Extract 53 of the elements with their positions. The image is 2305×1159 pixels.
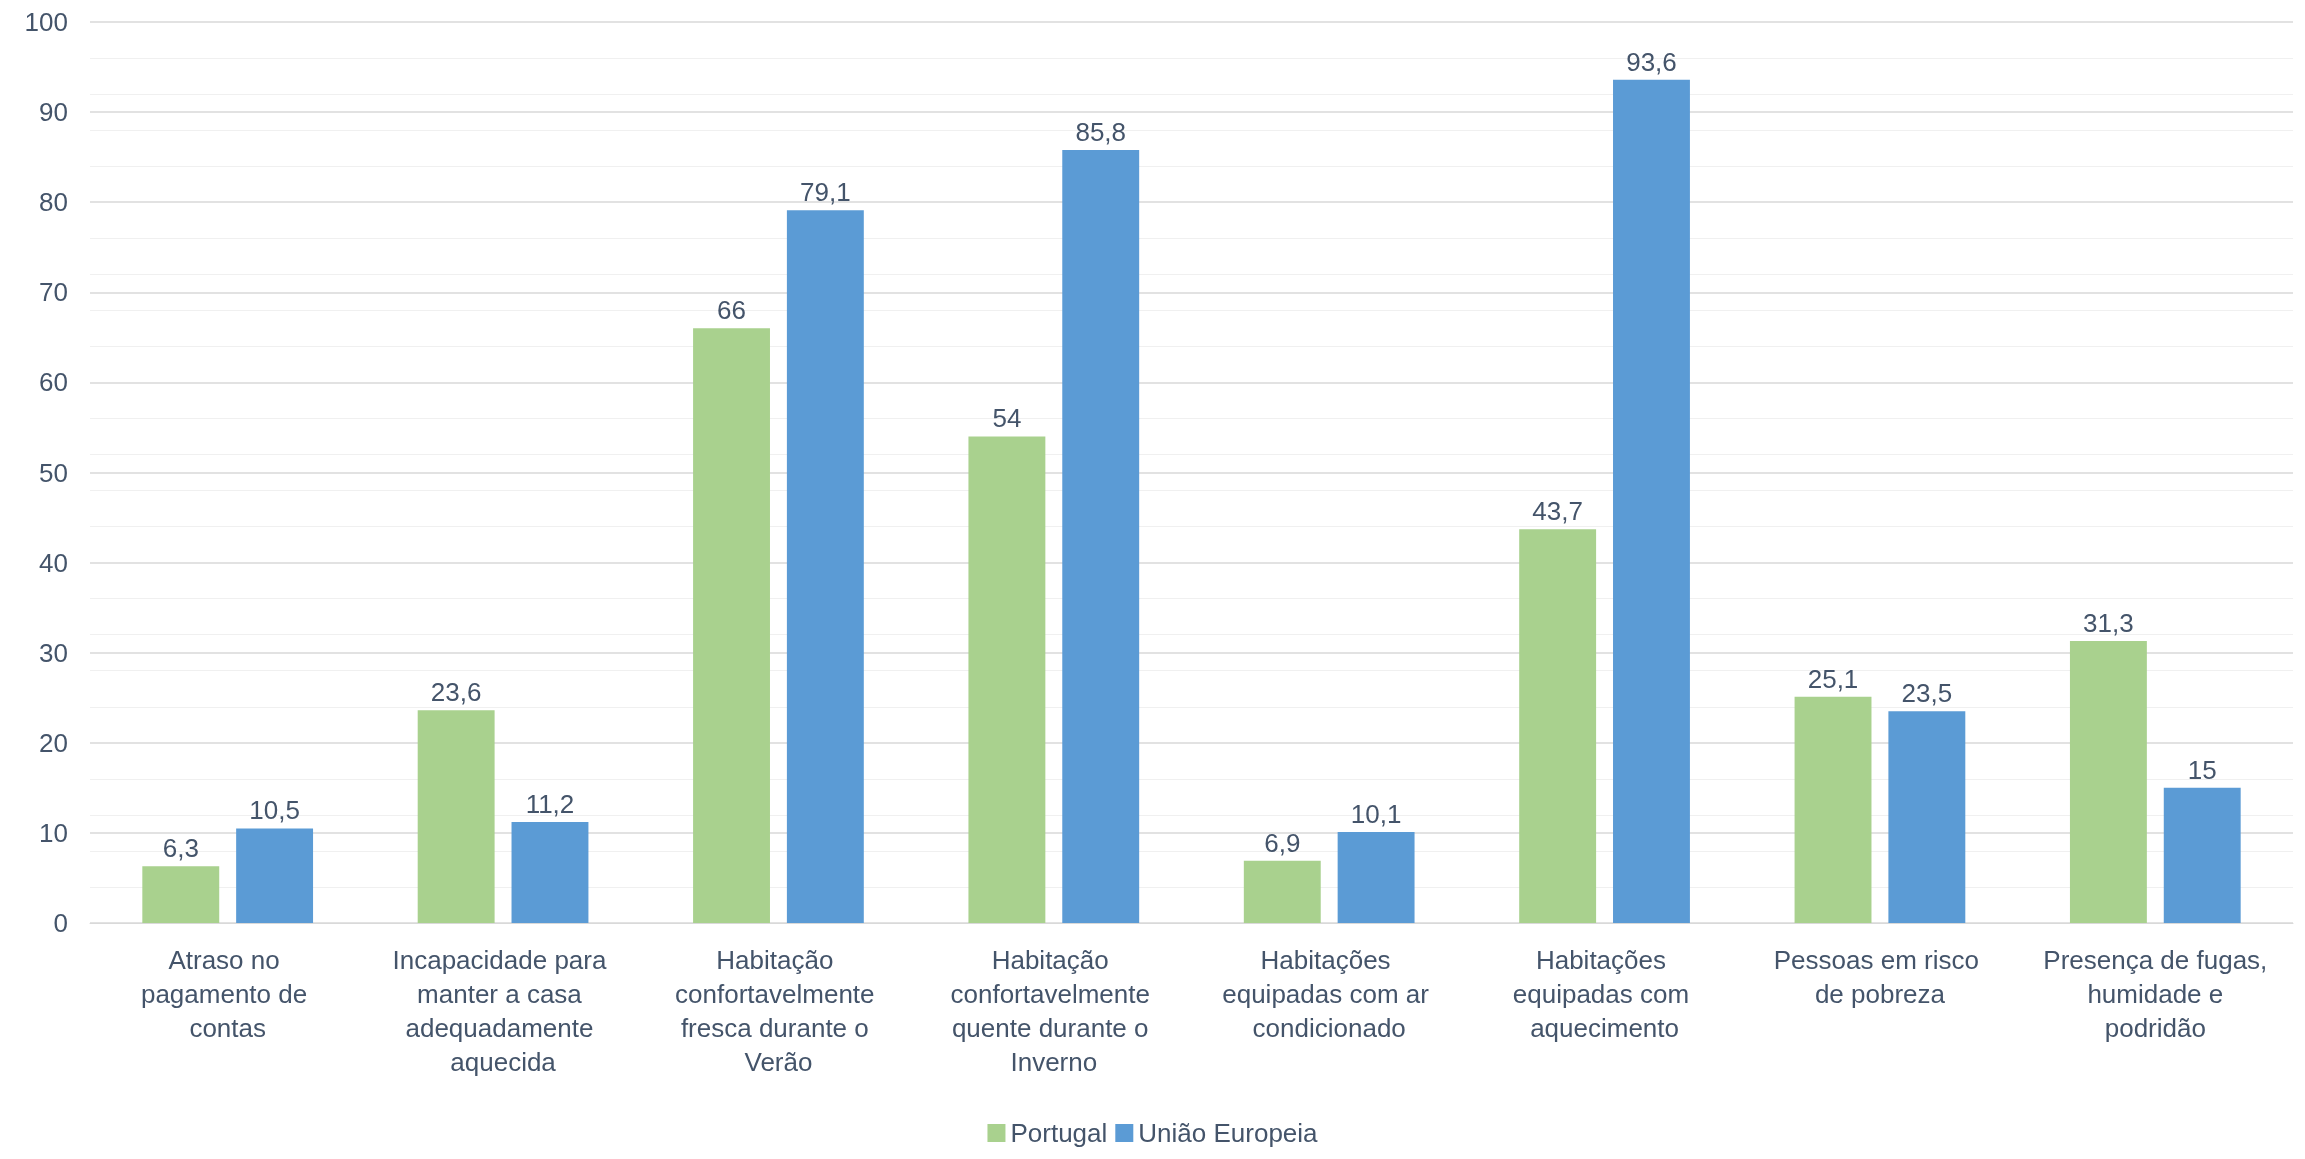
x-tick-label: Habitação confortavelmente fresca durante o Verão [675, 945, 882, 1077]
x-tick-label: Habitações equipadas com aquecimento [1512, 945, 1697, 1043]
bar [2069, 640, 2147, 923]
data-label: 93,6 [1626, 46, 1677, 77]
y-tick-label: 10 [39, 817, 68, 848]
x-tick-label: Incapacidade para manter a casa adequadamente aquecida [392, 945, 614, 1077]
bar [1062, 149, 1140, 923]
bar [511, 822, 589, 923]
data-label: 66 [717, 295, 746, 326]
bar [142, 866, 220, 923]
bar [1519, 529, 1597, 923]
bar [1613, 79, 1690, 923]
bar [1337, 832, 1415, 923]
bar [786, 210, 864, 923]
data-label: 15 [2187, 754, 2217, 785]
y-tick-label: 60 [39, 367, 68, 398]
x-tick-label: Habitações equipadas com ar condicionado [1222, 945, 1437, 1043]
legend-label: União Europeia [1138, 1118, 1319, 1148]
data-label: 23,6 [430, 677, 482, 708]
bar [1794, 696, 1872, 923]
data-label: 11,2 [525, 789, 575, 820]
data-label: 6,3 [162, 833, 199, 864]
data-label: 23,5 [1901, 678, 1953, 709]
x-tick-label: Pessoas em risco de pobreza [1773, 945, 1987, 1009]
data-label: 6,9 [1264, 827, 1301, 858]
y-tick-label: 40 [39, 547, 68, 578]
y-tick-label: 30 [39, 637, 68, 668]
y-tick-label: 50 [39, 457, 68, 488]
bar [968, 436, 1046, 923]
legend-label: Portugal [1010, 1118, 1108, 1148]
bar [236, 828, 314, 923]
y-tick-label: 20 [39, 727, 68, 758]
data-label: 79,1 [800, 177, 851, 208]
x-tick-label: Presença de fugas, humidade e podridão [2043, 945, 2268, 1043]
bar [417, 710, 495, 923]
data-label: 85,8 [1075, 116, 1127, 147]
data-label: 31,3 [2083, 607, 2134, 638]
data-label: 54 [992, 403, 1022, 434]
data-label: 10,1 [1350, 799, 1402, 829]
y-tick-label: 0 [53, 908, 68, 938]
y-tick-label: 90 [39, 97, 68, 128]
data-label: 10,5 [249, 795, 300, 826]
x-tick-label: Atraso no pagamento de contas [140, 945, 315, 1043]
x-tick-label: Habitação confortavelmente quente durante o Inverno [950, 945, 1158, 1077]
bar [693, 328, 770, 923]
y-tick-label: 100 [24, 7, 68, 37]
bar [1243, 860, 1321, 923]
data-label: 25,1 [1807, 663, 1859, 694]
bar [2163, 787, 2241, 923]
data-label: 43,7 [1532, 496, 1583, 527]
bar [1888, 711, 1966, 923]
y-tick-label: 80 [39, 187, 68, 218]
y-tick-label: 70 [39, 277, 68, 308]
